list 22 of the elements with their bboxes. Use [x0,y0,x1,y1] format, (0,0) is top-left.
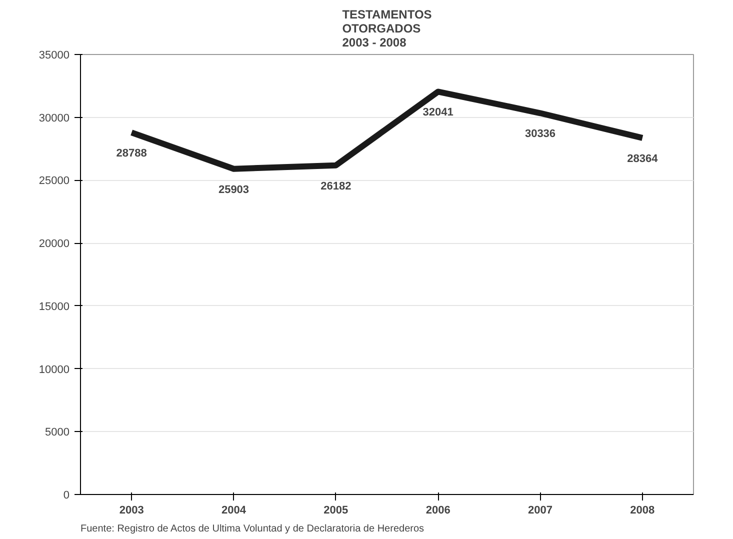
y-tick-label: 25000 [38,175,70,188]
y-tick-label: 0 [63,490,70,502]
data-label: 26182 [320,180,352,192]
chart-title: TESTAMENTOS OTORGADOS 2003 - 2008 [342,8,432,50]
data-label: 32041 [422,106,454,119]
y-tick-label: 30000 [38,112,70,124]
y-tick-label: 35000 [38,50,70,62]
y-tick-label: 15000 [38,300,70,313]
source-note: Fuente: Registro de Actos de Ultima Voluntad y de Declaratoria de Herederos [80,524,424,534]
y-tick-label: 10000 [38,364,70,376]
x-tick-label: 2006 [426,504,450,516]
y-tick-label: 5000 [45,426,70,439]
data-label: 28788 [116,148,147,160]
x-tick-label: 2003 [119,504,144,516]
x-tick-label: 2004 [222,504,247,516]
data-label: 28364 [627,152,659,165]
y-tick-label: 20000 [38,238,70,250]
x-tick-label: 2007 [528,504,552,516]
data-label: 25903 [218,184,250,196]
x-tick-label: 2005 [324,504,348,516]
data-label: 30336 [524,128,556,140]
x-tick-label: 2008 [630,504,655,516]
